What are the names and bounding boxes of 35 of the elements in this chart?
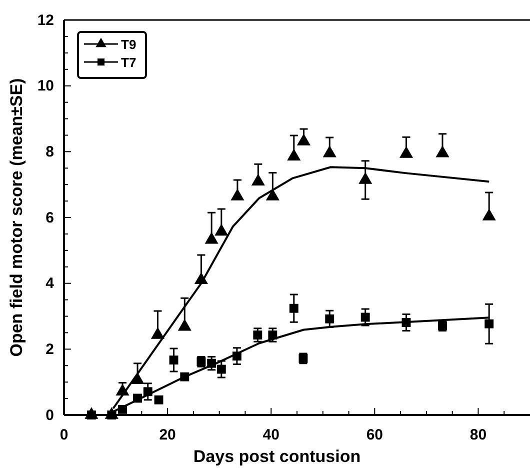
point	[169, 356, 178, 364]
x-tick-label: 40	[262, 426, 280, 444]
point	[230, 188, 244, 200]
point	[287, 148, 301, 161]
point	[484, 319, 494, 328]
y-tick-label: 4	[46, 275, 55, 292]
point	[399, 146, 414, 158]
point	[322, 145, 336, 158]
point	[325, 314, 334, 324]
y-axis-title: Open field motor score (mean±SE)	[7, 78, 26, 357]
legend-label: T9	[121, 37, 136, 52]
point	[289, 304, 298, 313]
point	[154, 395, 164, 404]
point	[360, 312, 370, 322]
x-axis-title: Days post contusion	[193, 447, 361, 466]
x-tick-label: 20	[159, 426, 176, 444]
x-tick-label: 60	[366, 426, 384, 444]
y-tick-label: 12	[37, 12, 54, 29]
point	[204, 232, 218, 244]
y-tick-label: 8	[46, 143, 54, 160]
x-tick-label: 0	[60, 426, 68, 444]
point	[482, 208, 496, 220]
point	[214, 224, 228, 236]
point	[296, 134, 311, 146]
point	[251, 174, 265, 186]
y-tick-label: 10	[37, 78, 54, 95]
point	[216, 364, 226, 374]
point	[358, 172, 372, 184]
y-tick-label: 6	[46, 209, 54, 226]
y-tick-label: 2	[46, 340, 54, 358]
x-tick-label: 80	[470, 426, 487, 444]
point	[266, 188, 280, 200]
point	[436, 145, 450, 158]
legend-label: T7	[121, 55, 136, 70]
y-tick-label: 0	[46, 406, 54, 424]
